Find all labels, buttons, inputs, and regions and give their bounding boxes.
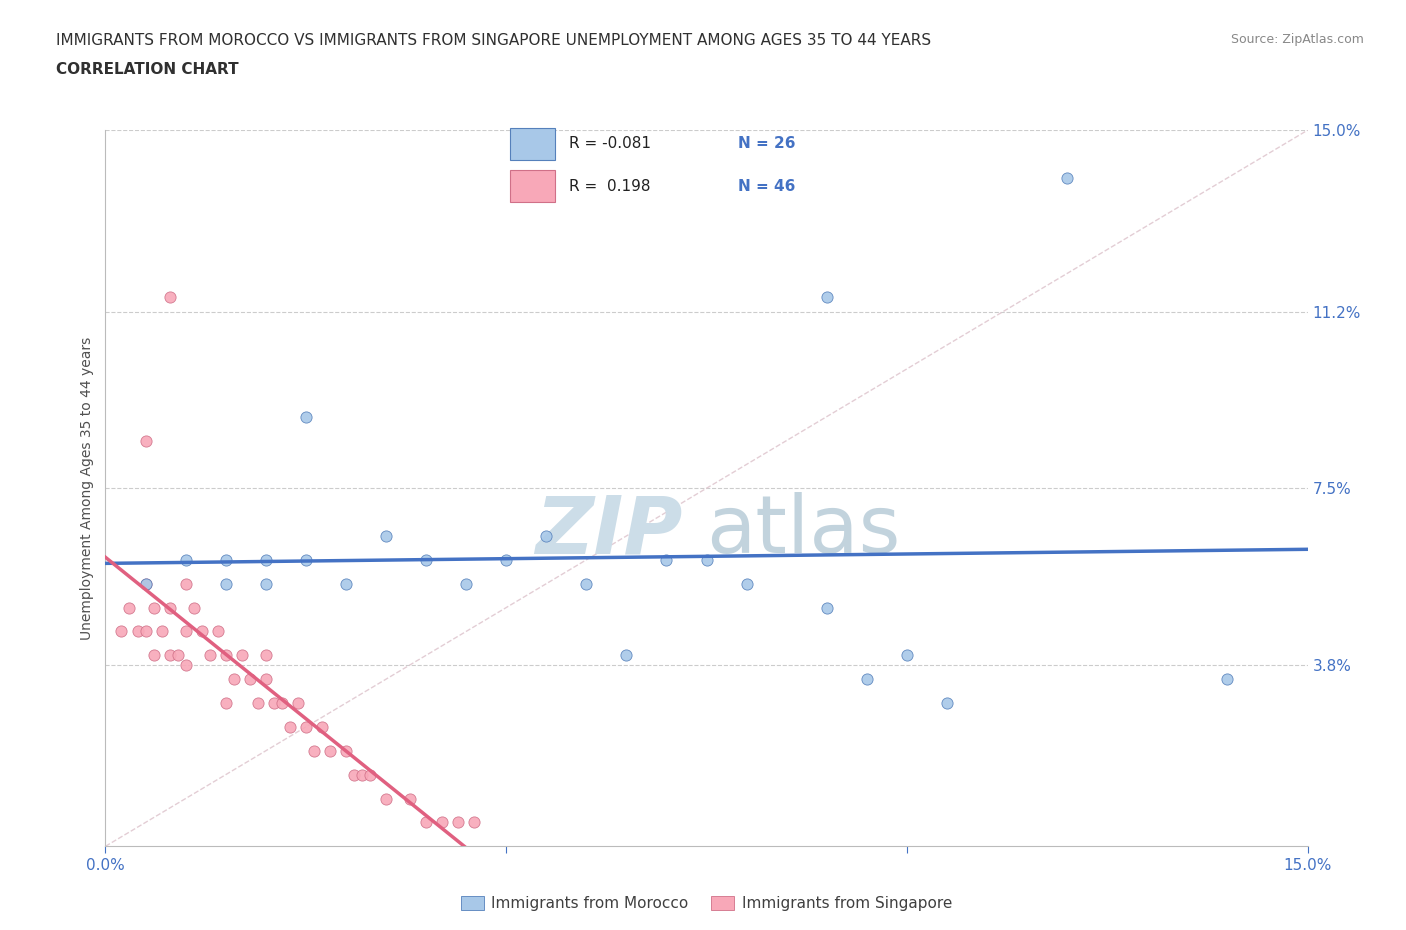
Point: [855, 671, 877, 686]
Point: [142, 648, 165, 663]
Point: [254, 648, 277, 663]
Point: [214, 696, 236, 711]
Point: [174, 658, 197, 672]
Point: [287, 696, 309, 711]
Point: [319, 743, 342, 758]
Point: [174, 624, 197, 639]
Point: [454, 577, 477, 591]
Legend: Immigrants from Morocco, Immigrants from Singapore: Immigrants from Morocco, Immigrants from…: [454, 890, 959, 917]
Bar: [510, 128, 555, 160]
Text: ZIP: ZIP: [536, 492, 682, 570]
Text: N = 26: N = 26: [738, 137, 796, 152]
Point: [655, 552, 678, 567]
Text: IMMIGRANTS FROM MOROCCO VS IMMIGRANTS FROM SINGAPORE UNEMPLOYMENT AMONG AGES 35 : IMMIGRANTS FROM MOROCCO VS IMMIGRANTS FR…: [56, 33, 931, 47]
Point: [302, 743, 325, 758]
Point: [311, 720, 333, 735]
Point: [214, 577, 236, 591]
Point: [359, 767, 381, 782]
Point: [239, 671, 262, 686]
Text: R = -0.081: R = -0.081: [569, 137, 651, 152]
Y-axis label: Unemployment Among Ages 35 to 44 years: Unemployment Among Ages 35 to 44 years: [80, 337, 94, 640]
Point: [343, 767, 366, 782]
Point: [374, 528, 398, 543]
Point: [430, 815, 453, 830]
Point: [254, 552, 277, 567]
Point: [166, 648, 188, 663]
Bar: [510, 170, 555, 202]
Point: [142, 600, 165, 615]
Point: [495, 552, 517, 567]
Text: R =  0.198: R = 0.198: [569, 179, 651, 193]
Point: [159, 290, 181, 305]
Point: [135, 433, 157, 448]
Point: [335, 743, 357, 758]
Point: [295, 720, 318, 735]
Point: [278, 720, 301, 735]
Point: [231, 648, 253, 663]
Point: [936, 696, 959, 711]
Point: [374, 791, 398, 806]
Point: [350, 767, 373, 782]
Point: [198, 648, 221, 663]
Point: [1216, 671, 1239, 686]
Point: [270, 696, 292, 711]
Point: [118, 600, 141, 615]
Point: [135, 577, 157, 591]
Point: [295, 552, 318, 567]
Point: [135, 624, 157, 639]
Point: [463, 815, 485, 830]
Point: [190, 624, 212, 639]
Point: [415, 815, 437, 830]
Text: Source: ZipAtlas.com: Source: ZipAtlas.com: [1230, 33, 1364, 46]
Point: [150, 624, 173, 639]
Point: [1056, 170, 1078, 185]
Text: atlas: atlas: [707, 492, 901, 570]
Point: [254, 577, 277, 591]
Point: [896, 648, 918, 663]
Point: [616, 648, 638, 663]
Point: [222, 671, 245, 686]
Point: [254, 671, 277, 686]
Point: [415, 552, 437, 567]
Point: [214, 552, 236, 567]
Point: [183, 600, 205, 615]
Point: [127, 624, 149, 639]
Point: [174, 552, 197, 567]
Point: [295, 409, 318, 424]
Text: CORRELATION CHART: CORRELATION CHART: [56, 62, 239, 77]
Point: [110, 624, 132, 639]
Point: [575, 577, 598, 591]
Point: [246, 696, 269, 711]
Text: N = 46: N = 46: [738, 179, 796, 193]
Point: [696, 552, 718, 567]
Point: [263, 696, 285, 711]
Point: [815, 290, 838, 305]
Point: [534, 528, 557, 543]
Point: [174, 577, 197, 591]
Point: [135, 577, 157, 591]
Point: [159, 648, 181, 663]
Point: [207, 624, 229, 639]
Point: [815, 600, 838, 615]
Point: [335, 577, 357, 591]
Point: [399, 791, 422, 806]
Point: [214, 648, 236, 663]
Point: [159, 600, 181, 615]
Point: [735, 577, 758, 591]
Point: [447, 815, 470, 830]
